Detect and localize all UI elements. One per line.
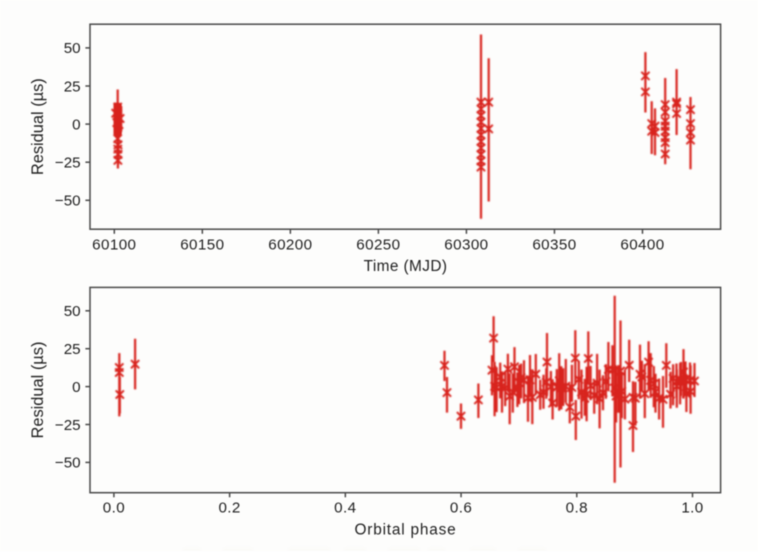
svg-text:0.4: 0.4 [334, 500, 356, 517]
svg-text:25: 25 [64, 341, 81, 358]
svg-text:Residual (µs): Residual (µs) [29, 342, 47, 439]
svg-text:0.2: 0.2 [218, 500, 240, 517]
svg-text:60100: 60100 [92, 236, 136, 253]
svg-text:Orbital phase: Orbital phase [355, 521, 457, 538]
svg-text:25: 25 [64, 78, 81, 95]
svg-text:50: 50 [64, 40, 81, 57]
svg-text:0: 0 [72, 379, 80, 396]
svg-text:0.6: 0.6 [450, 500, 472, 517]
svg-text:60300: 60300 [444, 236, 488, 253]
svg-text:−25: −25 [55, 417, 81, 434]
svg-text:0: 0 [72, 116, 80, 133]
svg-text:Time (MJD): Time (MJD) [364, 258, 448, 275]
svg-text:Residual (µs): Residual (µs) [29, 78, 47, 175]
svg-text:50: 50 [64, 303, 81, 320]
svg-text:60250: 60250 [356, 236, 400, 253]
svg-text:0.0: 0.0 [103, 500, 125, 517]
svg-text:60350: 60350 [532, 236, 576, 253]
svg-text:60150: 60150 [180, 236, 224, 253]
svg-text:−50: −50 [55, 455, 81, 472]
svg-text:−25: −25 [55, 155, 81, 172]
svg-text:0.8: 0.8 [566, 500, 588, 517]
svg-text:60400: 60400 [620, 236, 664, 253]
svg-text:−50: −50 [55, 193, 81, 210]
svg-text:1.0: 1.0 [681, 500, 703, 517]
svg-text:60200: 60200 [268, 236, 312, 253]
